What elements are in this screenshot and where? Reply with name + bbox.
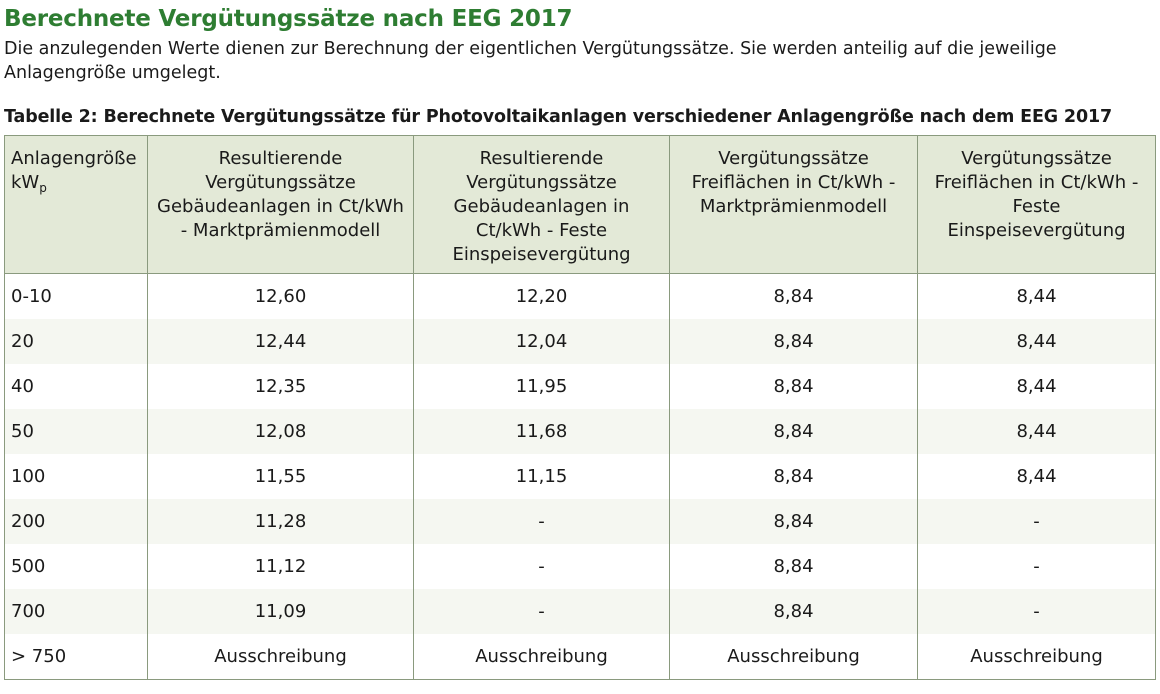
table-row: > 750 Ausschreibung Ausschreibung Ausschrei… bbox=[4, 634, 1156, 680]
cell-rate: Ausschreibung bbox=[669, 634, 918, 680]
cell-rate: - bbox=[413, 589, 670, 634]
cell-rate: Ausschreibung bbox=[147, 634, 414, 680]
cell-rate: 11,15 bbox=[413, 454, 670, 499]
table-row: 40 12,35 11,95 8,84 8,44 bbox=[4, 364, 1156, 409]
cell-size: 50 bbox=[4, 409, 148, 454]
cell-rate: 8,44 bbox=[917, 364, 1156, 409]
cell-rate: Ausschreibung bbox=[917, 634, 1156, 680]
cell-size: 700 bbox=[4, 589, 148, 634]
cell-rate: 8,84 bbox=[669, 319, 918, 364]
cell-size: > 750 bbox=[4, 634, 148, 680]
cell-rate: 11,55 bbox=[147, 454, 414, 499]
table-body: 0-10 12,60 12,20 8,84 8,44 20 12,44 12,04 8,84 8,… bbox=[4, 273, 1156, 680]
cell-rate: 12,44 bbox=[147, 319, 414, 364]
cell-rate: 8,44 bbox=[917, 454, 1156, 499]
cell-rate: - bbox=[917, 544, 1156, 589]
cell-rate: 11,28 bbox=[147, 499, 414, 544]
cell-rate: - bbox=[413, 499, 670, 544]
cell-rate: 11,09 bbox=[147, 589, 414, 634]
header-open-space-feed-in: Vergütungssätze Freiflächen in Ct/kWh - … bbox=[917, 135, 1156, 274]
cell-size: 100 bbox=[4, 454, 148, 499]
cell-rate: 8,84 bbox=[669, 499, 918, 544]
cell-rate: 8,84 bbox=[669, 454, 918, 499]
cell-rate: 8,84 bbox=[669, 273, 918, 319]
cell-rate: 8,84 bbox=[669, 364, 918, 409]
table-caption: Tabelle 2: Berechnete Vergütungssätze fü… bbox=[4, 107, 1113, 127]
cell-rate: - bbox=[917, 589, 1156, 634]
rates-table: Anlagengröße kWp Resultierende Vergütung… bbox=[4, 135, 1156, 680]
table-row: 200 11,28-8,84- bbox=[4, 499, 1156, 544]
header-building-feed-in: Resultierende Vergütungssätze Gebäudeanl… bbox=[413, 135, 670, 274]
cell-rate: 11,12 bbox=[147, 544, 414, 589]
cell-rate: 11,68 bbox=[413, 409, 670, 454]
page-title: Berechnete Vergütungssätze nach EEG 2017 bbox=[4, 6, 573, 32]
cell-rate: 8,44 bbox=[917, 319, 1156, 364]
cell-rate: 12,60 bbox=[147, 273, 414, 319]
table-row: 50 12,08 11,68 8,84 8,44 bbox=[4, 409, 1156, 454]
table-row: 500 11,12-8,84- bbox=[4, 544, 1156, 589]
cell-rate: 12,20 bbox=[413, 273, 670, 319]
header-open-space-market-premium: Vergütungssätze Freiflächen in Ct/kWh - … bbox=[669, 135, 918, 274]
table-row: 20 12,44 12,04 8,84 8,44 bbox=[4, 319, 1156, 364]
cell-rate: 8,84 bbox=[669, 589, 918, 634]
table-row: 100 11,55 11,15 8,84 8,44 bbox=[4, 454, 1156, 499]
cell-size: 500 bbox=[4, 544, 148, 589]
cell-rate: 12,35 bbox=[147, 364, 414, 409]
cell-rate: 11,95 bbox=[413, 364, 670, 409]
table-header-row: Anlagengröße kWp Resultierende Vergütung… bbox=[4, 135, 1156, 274]
table-row: 700 11,09-8,84- bbox=[4, 589, 1156, 634]
cell-rate: 8,84 bbox=[669, 409, 918, 454]
cell-rate: 12,04 bbox=[413, 319, 670, 364]
cell-rate: - bbox=[917, 499, 1156, 544]
table-row: 0-10 12,60 12,20 8,84 8,44 bbox=[4, 273, 1156, 319]
header-size-unit: kWp bbox=[11, 172, 47, 195]
cell-rate: 8,84 bbox=[669, 544, 918, 589]
cell-rate: - bbox=[413, 544, 670, 589]
cell-rate: 12,08 bbox=[147, 409, 414, 454]
cell-size: 0-10 bbox=[4, 273, 148, 319]
cell-rate: Ausschreibung bbox=[413, 634, 670, 680]
cell-size: 40 bbox=[4, 364, 148, 409]
cell-size: 20 bbox=[4, 319, 148, 364]
page: Berechnete Vergütungssätze nach EEG 2017… bbox=[4, 0, 1156, 680]
intro-paragraph: Die anzulegenden Werte dienen zur Berech… bbox=[4, 39, 1057, 83]
cell-size: 200 bbox=[4, 499, 148, 544]
cell-rate: 8,44 bbox=[917, 273, 1156, 319]
cell-rate: 8,44 bbox=[917, 409, 1156, 454]
header-size: Anlagengröße kWp bbox=[4, 135, 148, 274]
header-size-label: Anlagengröße bbox=[11, 148, 137, 169]
header-building-market-premium: Resultierende Vergütungssätze Gebäudeanl… bbox=[147, 135, 414, 274]
